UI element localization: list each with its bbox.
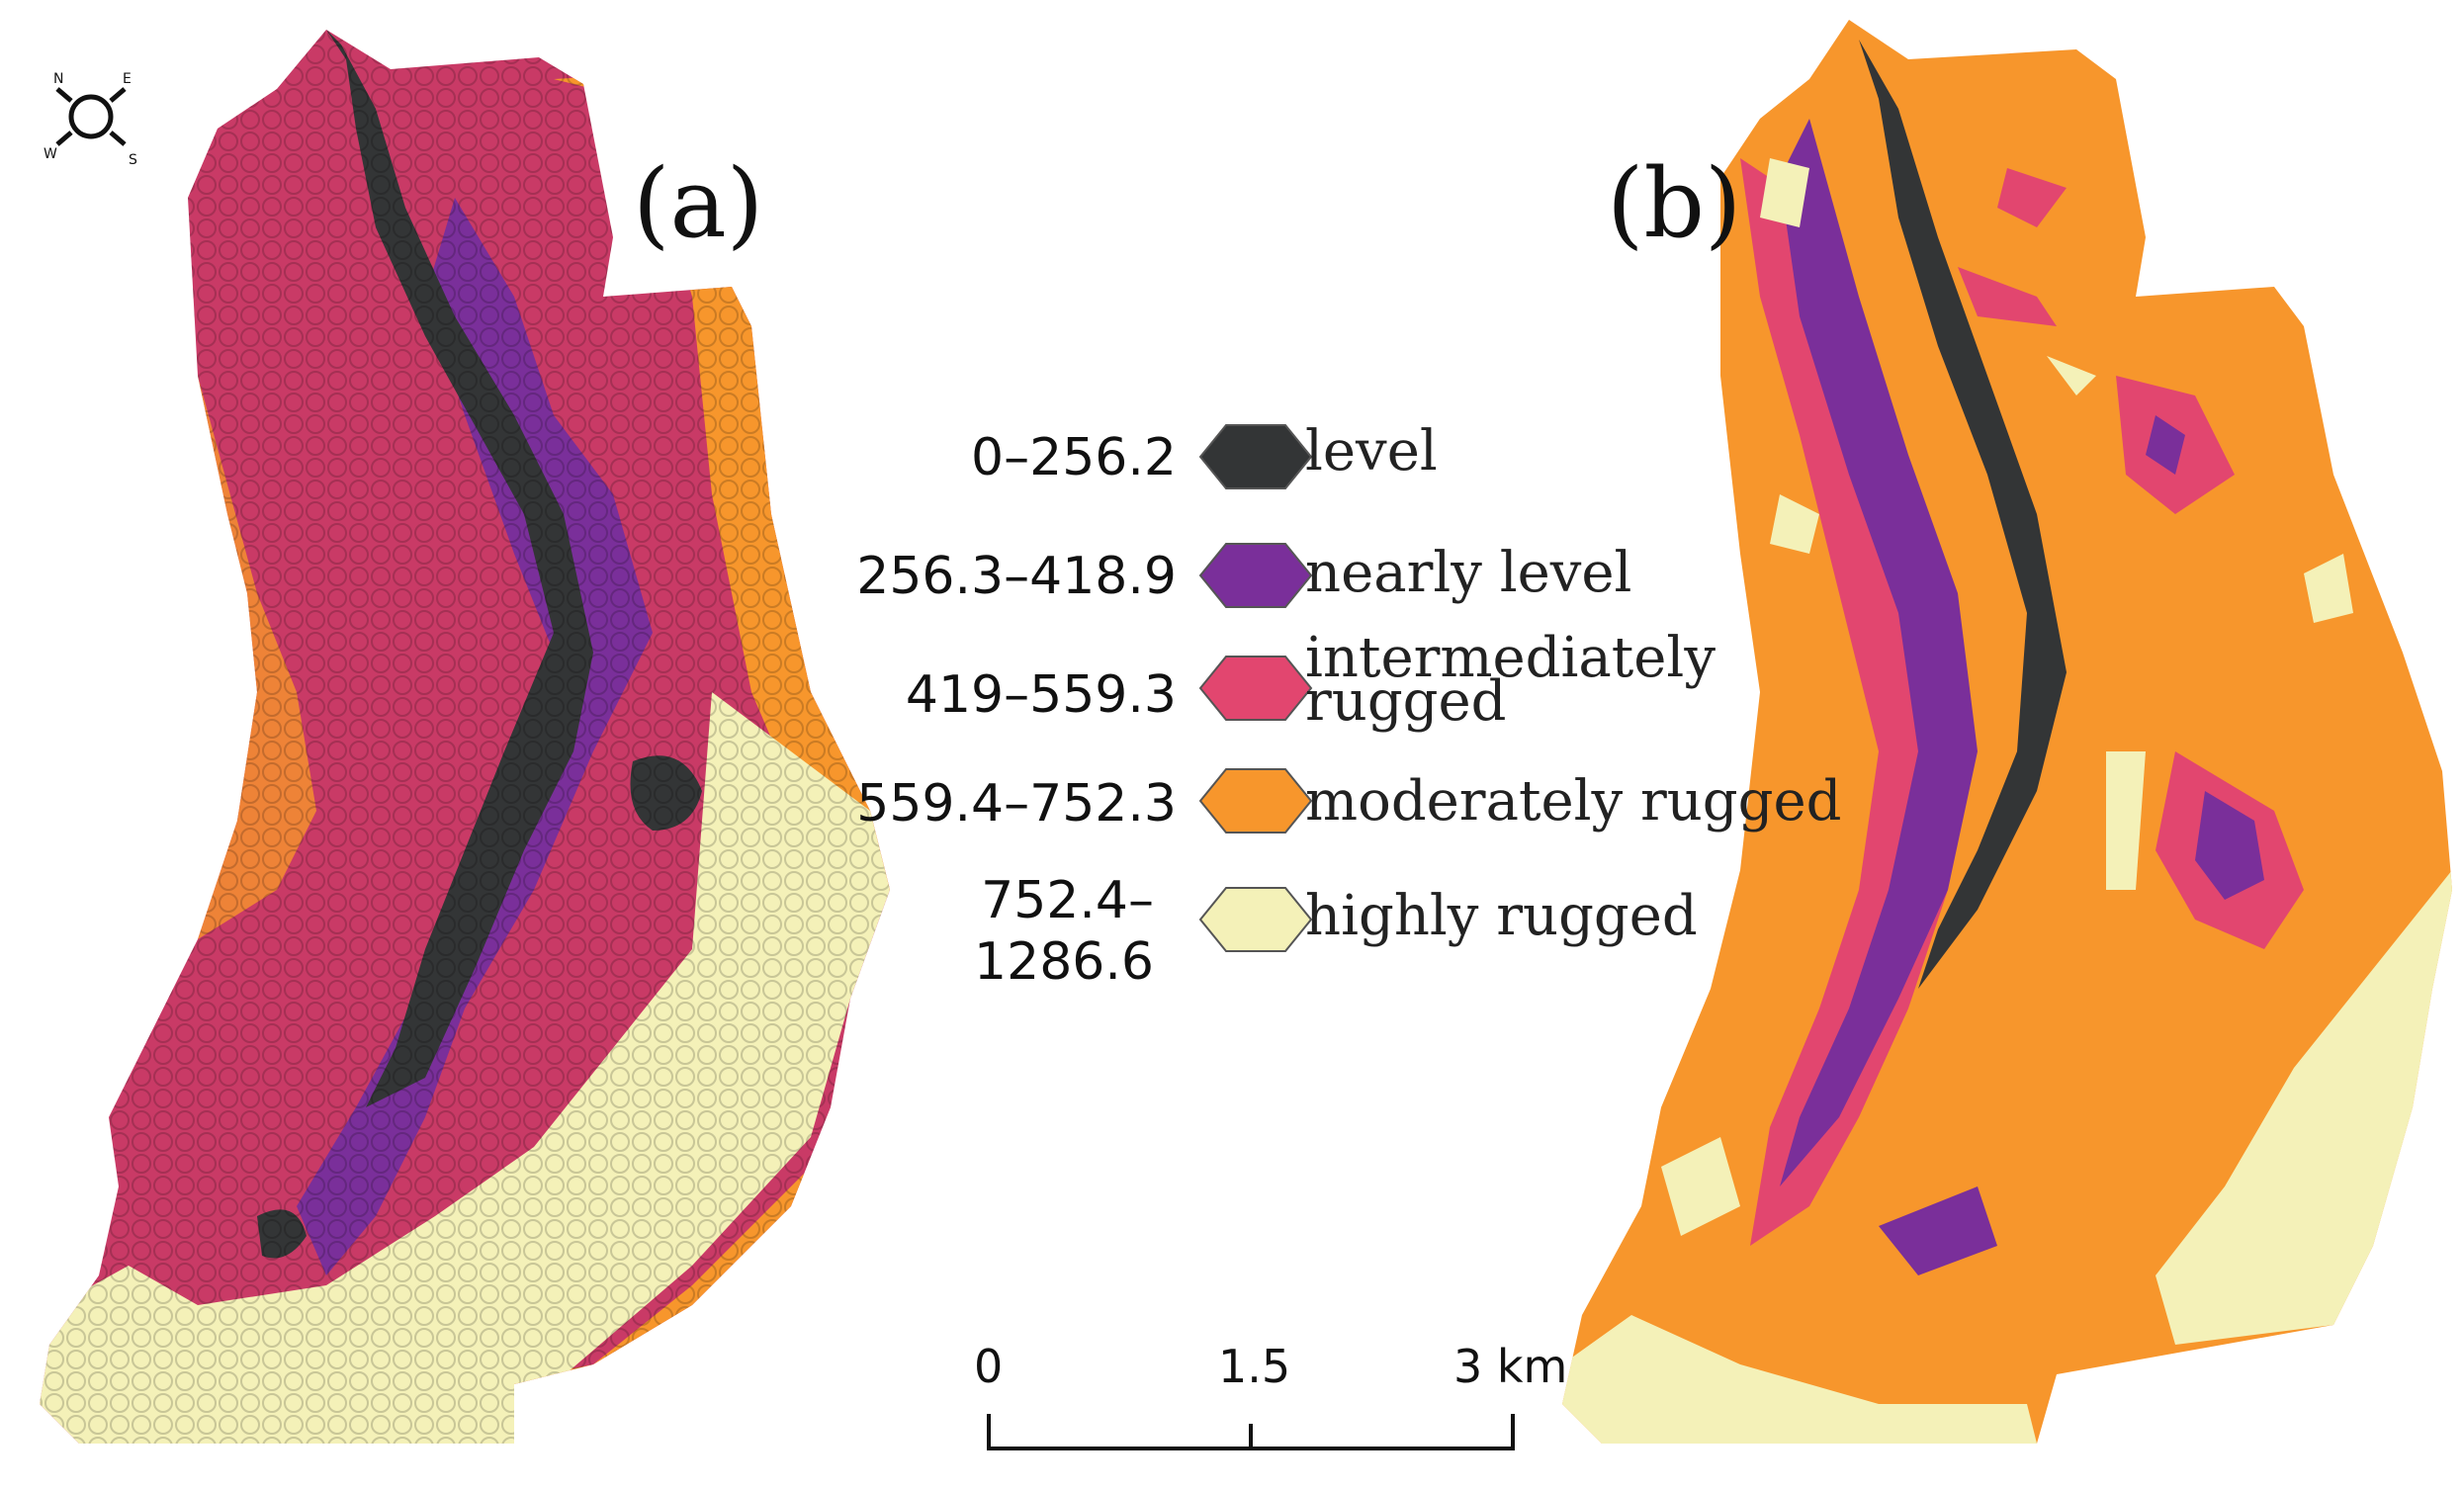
legend-swatch-nearly-level xyxy=(1198,543,1313,608)
legend-swatch-level xyxy=(1198,424,1313,489)
compass-n: N xyxy=(53,71,63,87)
legend-label-level: level xyxy=(1305,419,1438,483)
compass-e: E xyxy=(123,71,132,87)
legend-label-nearly-level: nearly level xyxy=(1305,541,1632,605)
legend-range-level: 0–256.2 xyxy=(971,428,1177,487)
legend-range-nearly-level: 256.3–418.9 xyxy=(856,547,1177,606)
legend-label-moderately-rugged: moderately rugged xyxy=(1305,769,1842,834)
compass-s: S xyxy=(129,152,137,168)
legend-range-intermediately-rugged: 419–559.3 xyxy=(905,665,1177,725)
legend-swatches xyxy=(1198,424,1313,952)
legend-swatch-intermediately-rugged xyxy=(1198,656,1313,721)
scale-tick-2: 3 km xyxy=(1453,1340,1568,1393)
compass-w: W xyxy=(44,146,57,162)
compass-icon: N E W S xyxy=(44,71,137,168)
scale-tick-1: 1.5 xyxy=(1218,1340,1291,1393)
legend-range-highly-rugged: 752.4– 1286.6 xyxy=(974,871,1154,992)
panel-label-a: (a) xyxy=(633,148,764,259)
legend-range-moderately-rugged: 559.4–752.3 xyxy=(856,774,1177,834)
scale-bar xyxy=(987,1414,1515,1450)
legend-swatch-highly-rugged xyxy=(1198,887,1313,952)
legend-swatch-moderately-rugged xyxy=(1198,768,1313,834)
legend-label-highly-rugged: highly rugged xyxy=(1305,884,1698,948)
legend-label-intermediately-rugged: intermediately rugged xyxy=(1305,626,1716,734)
panel-label-b: (b) xyxy=(1607,148,1742,259)
scale-tick-0: 0 xyxy=(974,1340,1004,1393)
map-panel-a xyxy=(40,30,890,1444)
